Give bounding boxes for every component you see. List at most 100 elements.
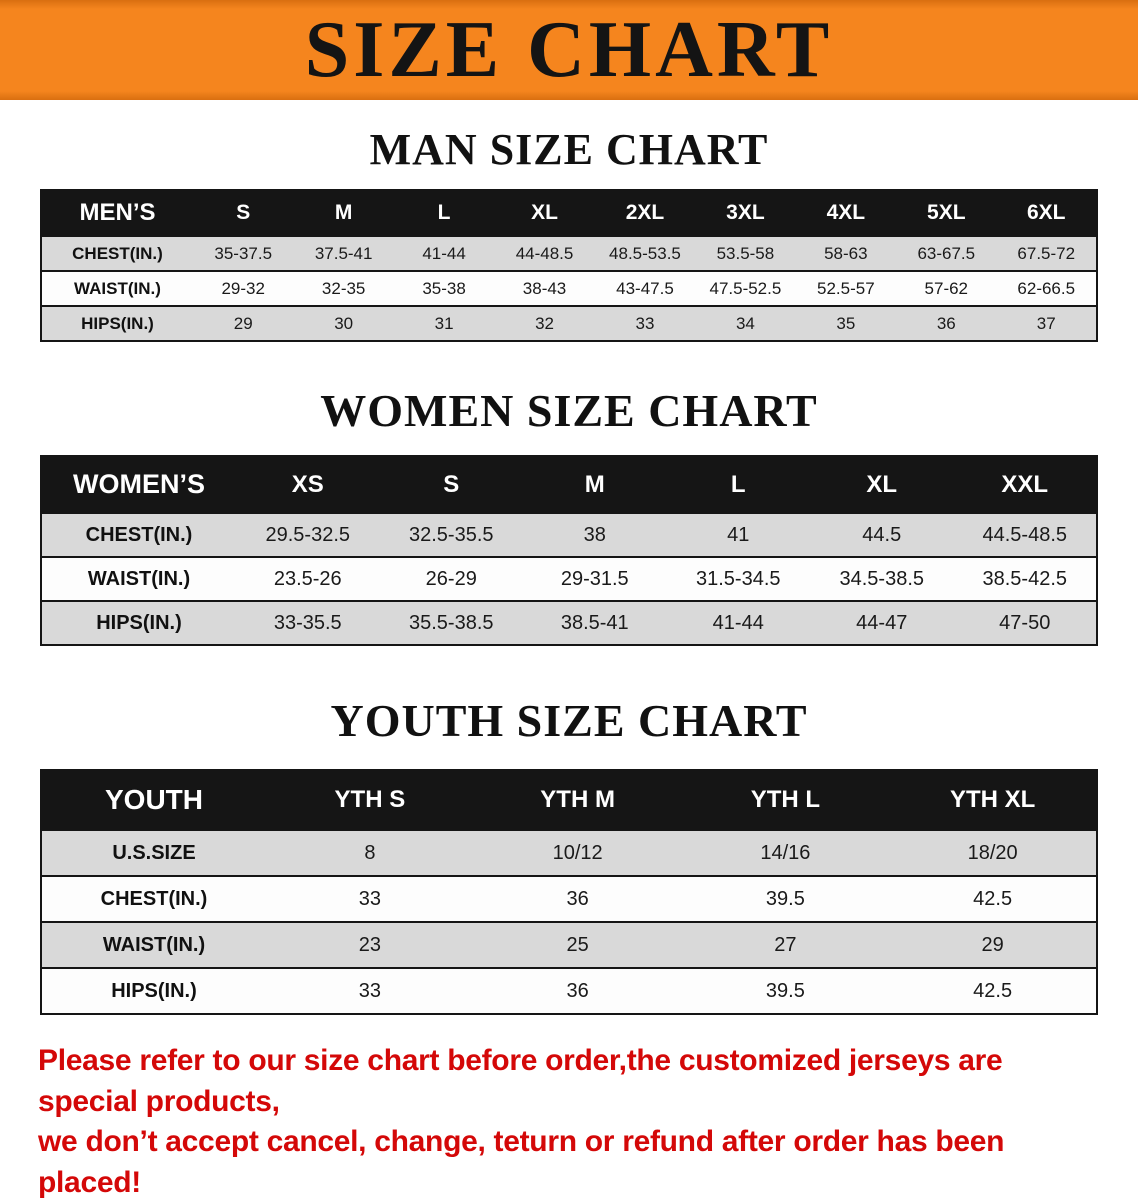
size-header-cell: XS (291, 470, 324, 498)
value-cell: 44.5-48.5 (982, 523, 1067, 546)
value-cell: 53.5-58 (716, 243, 775, 263)
size-header-cell: YTH XL (949, 786, 1036, 813)
row-label-cell: CHEST(IN.) (72, 243, 163, 263)
table-row: HIPS(IN.) 29 30 31 32 33 34 35 36 37 (41, 306, 1097, 341)
value-cell: 32-35 (321, 278, 366, 298)
value-cell: 29-31.5 (560, 567, 629, 590)
value-cell: 41-44 (422, 243, 466, 263)
disclaimer: Please refer to our size chart before or… (38, 1041, 1102, 1203)
value-cell: 35-38 (422, 278, 466, 298)
men-size-table: MEN’S S M L XL 2XL 3XL 4XL 5XL 6XL CHEST(IN.) 35-37… (40, 189, 1098, 342)
size-header-cell: XL (866, 470, 898, 498)
value-cell: 27 (774, 933, 797, 956)
value-cell: 33 (358, 979, 381, 1002)
size-header-cell: YTH L (750, 786, 821, 813)
value-cell: 44.5 (862, 523, 902, 546)
value-cell: 41-44 (712, 611, 764, 634)
value-cell: 48.5-53.5 (609, 243, 681, 263)
table-row: HIPS(IN.) 33-35.5 35.5-38.5 38.5-41 41-44 44-… (41, 601, 1097, 645)
table-row: U.S.SIZE 8 10/12 14/16 18/20 (41, 830, 1097, 876)
table-row: WAIST(IN.) 23.5-26 26-29 29-31.5 31.5-34.5 34… (41, 557, 1097, 601)
value-cell: 25 (566, 933, 589, 956)
value-cell: 30 (334, 313, 354, 333)
row-label-cell: U.S.SIZE (112, 841, 196, 864)
value-cell: 18/20 (967, 841, 1018, 864)
value-cell: 33-35.5 (273, 611, 342, 634)
value-cell: 8 (364, 841, 376, 864)
value-cell: 42.5 (973, 887, 1013, 910)
size-header-cell: S (236, 201, 251, 224)
value-cell: 52.5-57 (817, 278, 875, 298)
row-label-cell: HIPS(IN.) (111, 979, 197, 1002)
table-row: CHEST(IN.) 29.5-32.5 32.5-35.5 38 41 44.5 44.5… (41, 513, 1097, 557)
row-label-cell: WAIST(IN.) (74, 278, 161, 298)
disclaimer-line-2: we don’t accept cancel, change, teturn o… (38, 1125, 1005, 1199)
value-cell: 39.5 (765, 887, 805, 910)
value-cell: 44-47 (856, 611, 908, 634)
value-cell: 31.5-34.5 (695, 567, 781, 590)
value-cell: 29.5-32.5 (265, 523, 350, 546)
value-cell: 33 (358, 887, 381, 910)
row-label-cell: WAIST(IN.) (102, 933, 206, 956)
table-title-cell: YOUTH (105, 784, 203, 815)
disclaimer-line-1: Please refer to our size chart before or… (38, 1044, 1003, 1118)
row-label-cell: WAIST(IN.) (87, 567, 191, 590)
value-cell: 44-48.5 (515, 243, 574, 263)
row-label-cell: CHEST(IN.) (85, 523, 193, 546)
value-cell: 39.5 (765, 979, 805, 1002)
value-cell: 31 (434, 313, 454, 333)
size-header-cell: XXL (1001, 470, 1049, 498)
value-cell: 63-67.5 (917, 243, 976, 263)
value-cell: 34 (735, 313, 755, 333)
women-section-heading: WOMEN SIZE CHART (320, 385, 818, 436)
men-section-heading: MAN SIZE CHART (369, 125, 769, 174)
table-header-row: YOUTH YTH S YTH M YTH L YTH XL (41, 770, 1097, 830)
value-cell: 62-66.5 (1017, 278, 1076, 298)
value-cell: 38-43 (522, 278, 567, 298)
value-cell: 57-62 (924, 278, 969, 298)
value-cell: 67.5-72 (1017, 243, 1076, 263)
value-cell: 29-32 (221, 278, 265, 298)
table-row: HIPS(IN.) 33 36 39.5 42.5 (41, 968, 1097, 1014)
size-header-cell: YTH S (334, 786, 406, 813)
value-cell: 32 (535, 313, 554, 333)
value-cell: 32.5-35.5 (408, 523, 494, 546)
table-header-row: WOMEN’S XS S M L XL XXL (41, 456, 1097, 513)
value-cell: 35-37.5 (214, 243, 273, 263)
value-cell: 36 (936, 313, 956, 333)
size-header-cell: M (334, 201, 353, 224)
size-header-cell: L (730, 470, 746, 498)
value-cell: 14/16 (760, 841, 811, 864)
value-cell: 26-29 (425, 567, 477, 590)
size-header-cell: L (437, 201, 451, 224)
value-cell: 43-47.5 (616, 278, 674, 298)
value-cell: 58-63 (824, 243, 868, 263)
value-cell: 47-50 (999, 611, 1051, 634)
women-section: WOMEN SIZE CHART WOMEN’S XS S M L XL XXL CHEST(… (0, 384, 1138, 646)
value-cell: 37 (1036, 313, 1056, 333)
size-header-cell: YTH M (540, 786, 615, 813)
table-row: WAIST(IN.) 29-32 32-35 35-38 38-43 43-47.5 47.… (41, 271, 1097, 306)
men-section: MAN SIZE CHART MEN’S S M L XL 2XL 3XL 4XL 5XL 6XL… (0, 124, 1138, 342)
value-cell: 38.5-42.5 (982, 567, 1067, 590)
table-row: CHEST(IN.) 33 36 39.5 42.5 (41, 876, 1097, 922)
value-cell: 23.5-26 (273, 567, 342, 590)
table-title-cell: MEN’S (79, 199, 156, 226)
value-cell: 35.5-38.5 (408, 611, 494, 634)
value-cell: 34.5-38.5 (839, 567, 924, 590)
banner: SIZE CHART (0, 0, 1138, 100)
row-label-cell: CHEST(IN.) (100, 887, 208, 910)
value-cell: 10/12 (552, 841, 603, 864)
value-cell: 29 (233, 313, 253, 333)
youth-section: YOUTH SIZE CHART YOUTH YTH S YTH M YTH L YTH… (0, 694, 1138, 1015)
value-cell: 47.5-52.5 (709, 278, 782, 298)
value-cell: 33 (635, 313, 655, 333)
value-cell: 41 (727, 523, 750, 546)
size-header-cell: 4XL (826, 201, 866, 224)
value-cell: 38 (583, 523, 606, 546)
table-row: CHEST(IN.) 35-37.5 37.5-41 41-44 44-48.5 48.5… (41, 236, 1097, 271)
value-cell: 36 (566, 979, 589, 1002)
youth-size-table: YOUTH YTH S YTH M YTH L YTH XL U.S.SIZE 8 10/12… (40, 769, 1098, 1015)
value-cell: 23 (358, 933, 381, 956)
